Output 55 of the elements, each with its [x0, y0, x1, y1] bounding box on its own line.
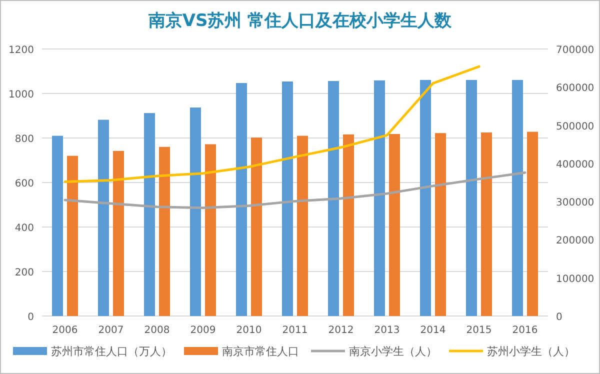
- y-tick-label: 600: [14, 178, 34, 190]
- bar: [282, 81, 293, 316]
- bar: [374, 80, 385, 316]
- bar: [435, 133, 446, 316]
- bar: [251, 138, 262, 316]
- y-tick-label: 400: [14, 223, 34, 234]
- legend-label: 南京小学生（人）: [349, 345, 437, 358]
- bar: [52, 136, 63, 316]
- bar: [420, 80, 431, 316]
- bar: [328, 81, 339, 316]
- y-tick-label: 200: [14, 268, 34, 278]
- bar: [236, 83, 247, 316]
- y2-tick-label: 600000: [556, 83, 594, 94]
- y-tick-label: 0: [28, 312, 34, 323]
- x-tick-label: 2012: [328, 325, 354, 336]
- y-tick-label: 800: [14, 134, 34, 145]
- x-tick-label: 2010: [236, 325, 262, 336]
- x-tick-label: 2013: [374, 325, 400, 336]
- y2-tick-label: 200000: [556, 236, 594, 247]
- legend-label: 南京市常住人口: [222, 345, 299, 358]
- bar: [297, 136, 308, 316]
- y2-tick-label: 300000: [556, 198, 594, 209]
- bar: [389, 134, 400, 316]
- bar: [67, 156, 78, 316]
- y2-tick-label: 700000: [556, 45, 594, 56]
- x-tick-label: 2008: [144, 325, 170, 336]
- line-series: [64, 65, 480, 183]
- bar: [481, 132, 492, 316]
- bar: [343, 134, 354, 316]
- legend-label: 苏州小学生（人）: [487, 345, 575, 358]
- bar: [512, 80, 523, 316]
- x-tick-label: 2015: [466, 325, 492, 336]
- bar: [527, 132, 538, 316]
- bar: [466, 80, 477, 316]
- y-tick-label: 1000: [8, 90, 34, 100]
- x-tick-label: 2009: [190, 325, 216, 336]
- y-tick-label: 1200: [8, 45, 34, 56]
- legend-label: 苏州市常住人口（万人）: [51, 345, 172, 358]
- y2-tick-label: 400000: [556, 159, 594, 170]
- y2-tick-label: 0: [556, 312, 562, 323]
- bar: [159, 146, 170, 316]
- x-tick-label: 2011: [282, 325, 308, 336]
- y2-tick-label: 500000: [556, 121, 594, 132]
- bar: [113, 150, 124, 316]
- bar: [205, 144, 216, 316]
- bar: [144, 113, 155, 316]
- x-tick-label: 2007: [98, 325, 124, 336]
- x-tick-label: 2014: [420, 325, 446, 336]
- x-tick-label: 2016: [512, 325, 538, 336]
- x-tick-label: 2006: [52, 325, 78, 336]
- bar: [98, 120, 109, 316]
- chart-title: 南京VS苏州 常住人口及在校小学生人数: [147, 11, 453, 31]
- line-series: [64, 171, 526, 210]
- bar: [190, 108, 201, 316]
- y2-tick-label: 100000: [556, 274, 594, 285]
